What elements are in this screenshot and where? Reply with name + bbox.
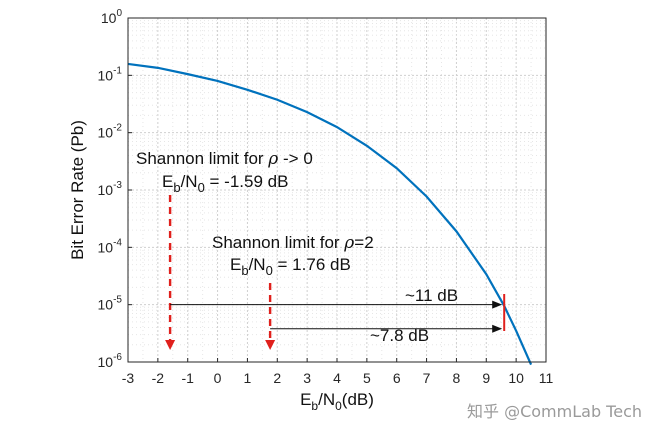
gap-label-7-8db: ~7.8 dB (370, 326, 429, 345)
shannon-limit-arrowhead (165, 340, 176, 350)
y-tick-label: 10-4 (98, 237, 123, 255)
annotation-2-line1: Shannon limit for ρ=2 (212, 233, 374, 253)
annotation-arrows (165, 195, 506, 350)
shannon-limit-arrowhead (265, 340, 276, 350)
x-tick-label: 8 (453, 370, 461, 386)
x-tick-label: -2 (152, 370, 165, 386)
y-tick-label: 10-1 (98, 65, 123, 83)
y-tick-label: 10-3 (98, 180, 123, 198)
x-ticks: -3 -2 -1 0 1 2 3 4 5 6 7 8 9 10 11 (122, 358, 554, 386)
x-tick-label: 4 (333, 370, 341, 386)
x-tick-label: -1 (181, 370, 194, 386)
x-tick-label: 10 (508, 370, 524, 386)
annotation-1-line2: Eb/N0 = -1.59 dB (162, 172, 288, 195)
x-tick-label: -3 (122, 370, 135, 386)
series-layer (127, 62, 533, 366)
x-tick-label: 6 (393, 370, 401, 386)
y-axis-label: Bit Error Rate (Pb) (68, 120, 87, 260)
y-tick-label: 10-6 (98, 352, 123, 370)
x-tick-label: 9 (482, 370, 490, 386)
gap-arrowhead (492, 324, 503, 333)
x-tick-label: 5 (363, 370, 371, 386)
x-tick-label: 3 (303, 370, 311, 386)
x-tick-label: 11 (539, 370, 554, 386)
x-tick-label: 2 (273, 370, 281, 386)
gap-label-11db: ~11 dB (405, 286, 458, 305)
annotation-1-line1: Shannon limit for ρ -> 0 (136, 149, 313, 169)
y-tick-label: 10-2 (98, 123, 123, 141)
axes-box (127, 17, 547, 363)
gap-arrowhead (492, 300, 503, 309)
grid (128, 18, 546, 362)
ber-curve (127, 62, 533, 366)
x-tick-label: 7 (423, 370, 431, 386)
y-tick-label: 100 (101, 8, 123, 26)
annotation-2-line2: Eb/N0 = 1.76 dB (230, 255, 351, 278)
y-ticks: 100 10-1 10-2 10-3 10-4 10-5 10-6 (98, 8, 132, 370)
y-tick-label: 10-5 (98, 295, 123, 313)
x-axis-label: Eb/N0(dB) (300, 390, 374, 413)
x-tick-label: 0 (214, 370, 222, 386)
x-tick-label: 1 (244, 370, 252, 386)
watermark: 知乎 @CommLab Tech (467, 402, 643, 421)
